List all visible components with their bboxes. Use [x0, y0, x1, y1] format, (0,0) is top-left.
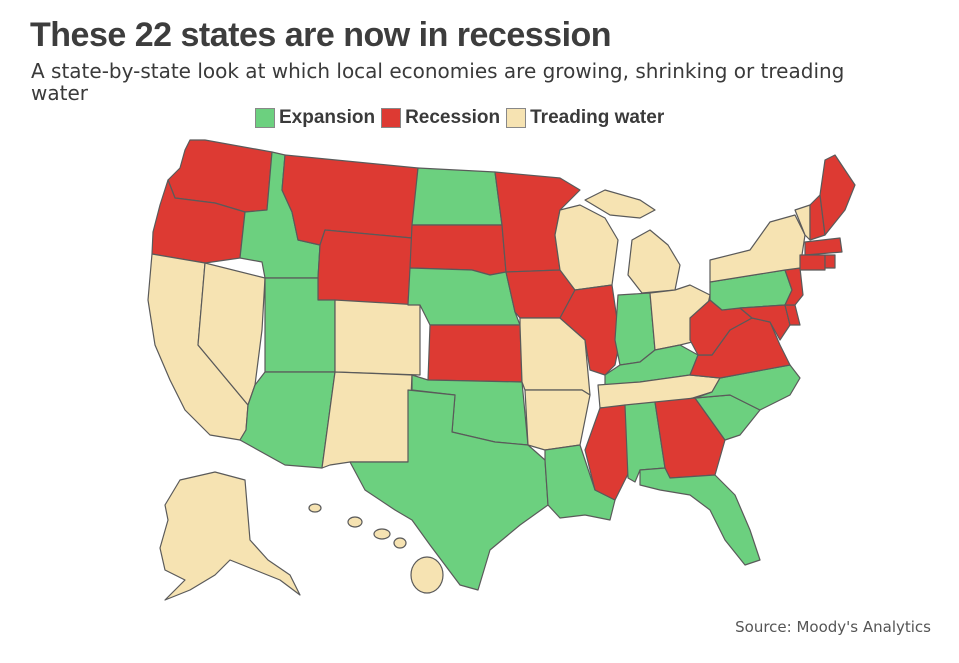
chart-title: These 22 states are now in recession: [30, 16, 612, 54]
state-SD[interactable]: [409, 224, 507, 276]
state-NE[interactable]: [407, 267, 521, 326]
legend-label-treading: Treading water: [530, 107, 665, 128]
legend-swatch-treading: [506, 108, 527, 128]
state-MA[interactable]: [804, 237, 843, 256]
state-MI-upper[interactable]: [584, 189, 656, 219]
state-HI-4[interactable]: [393, 537, 407, 549]
state-KS[interactable]: [427, 324, 523, 383]
state-CT[interactable]: [799, 254, 826, 271]
state-AK[interactable]: [159, 471, 301, 601]
state-AZ[interactable]: [239, 371, 336, 469]
state-MI[interactable]: [627, 229, 681, 294]
state-HI-3[interactable]: [373, 528, 391, 540]
state-FL[interactable]: [639, 467, 761, 566]
state-HI-5[interactable]: [410, 556, 444, 594]
state-RI[interactable]: [824, 254, 836, 269]
state-LA[interactable]: [544, 444, 616, 521]
legend-item-expansion: Expansion: [255, 107, 375, 129]
state-ND[interactable]: [411, 167, 503, 226]
state-WY[interactable]: [317, 229, 413, 306]
chart-subtitle: A state-by-state look at which local eco…: [31, 59, 845, 105]
legend-item-treading: Treading water: [506, 107, 664, 129]
state-HI-2[interactable]: [347, 516, 363, 528]
state-TX[interactable]: [349, 389, 549, 591]
state-AR[interactable]: [524, 389, 591, 451]
state-ME[interactable]: [819, 154, 856, 236]
legend: Expansion Recession Treading water: [255, 107, 670, 129]
legend-label-recession: Recession: [405, 107, 501, 128]
source-note: Source: Moody's Analytics: [735, 618, 931, 636]
legend-item-recession: Recession: [381, 107, 500, 129]
legend-swatch-recession: [381, 108, 402, 128]
state-NM[interactable]: [321, 371, 413, 469]
state-MT[interactable]: [281, 154, 419, 246]
state-HI-1[interactable]: [308, 503, 322, 513]
legend-swatch-expansion: [255, 108, 275, 128]
legend-label-expansion: Expansion: [279, 107, 376, 128]
state-OR[interactable]: [151, 179, 246, 264]
state-CO[interactable]: [334, 299, 421, 376]
